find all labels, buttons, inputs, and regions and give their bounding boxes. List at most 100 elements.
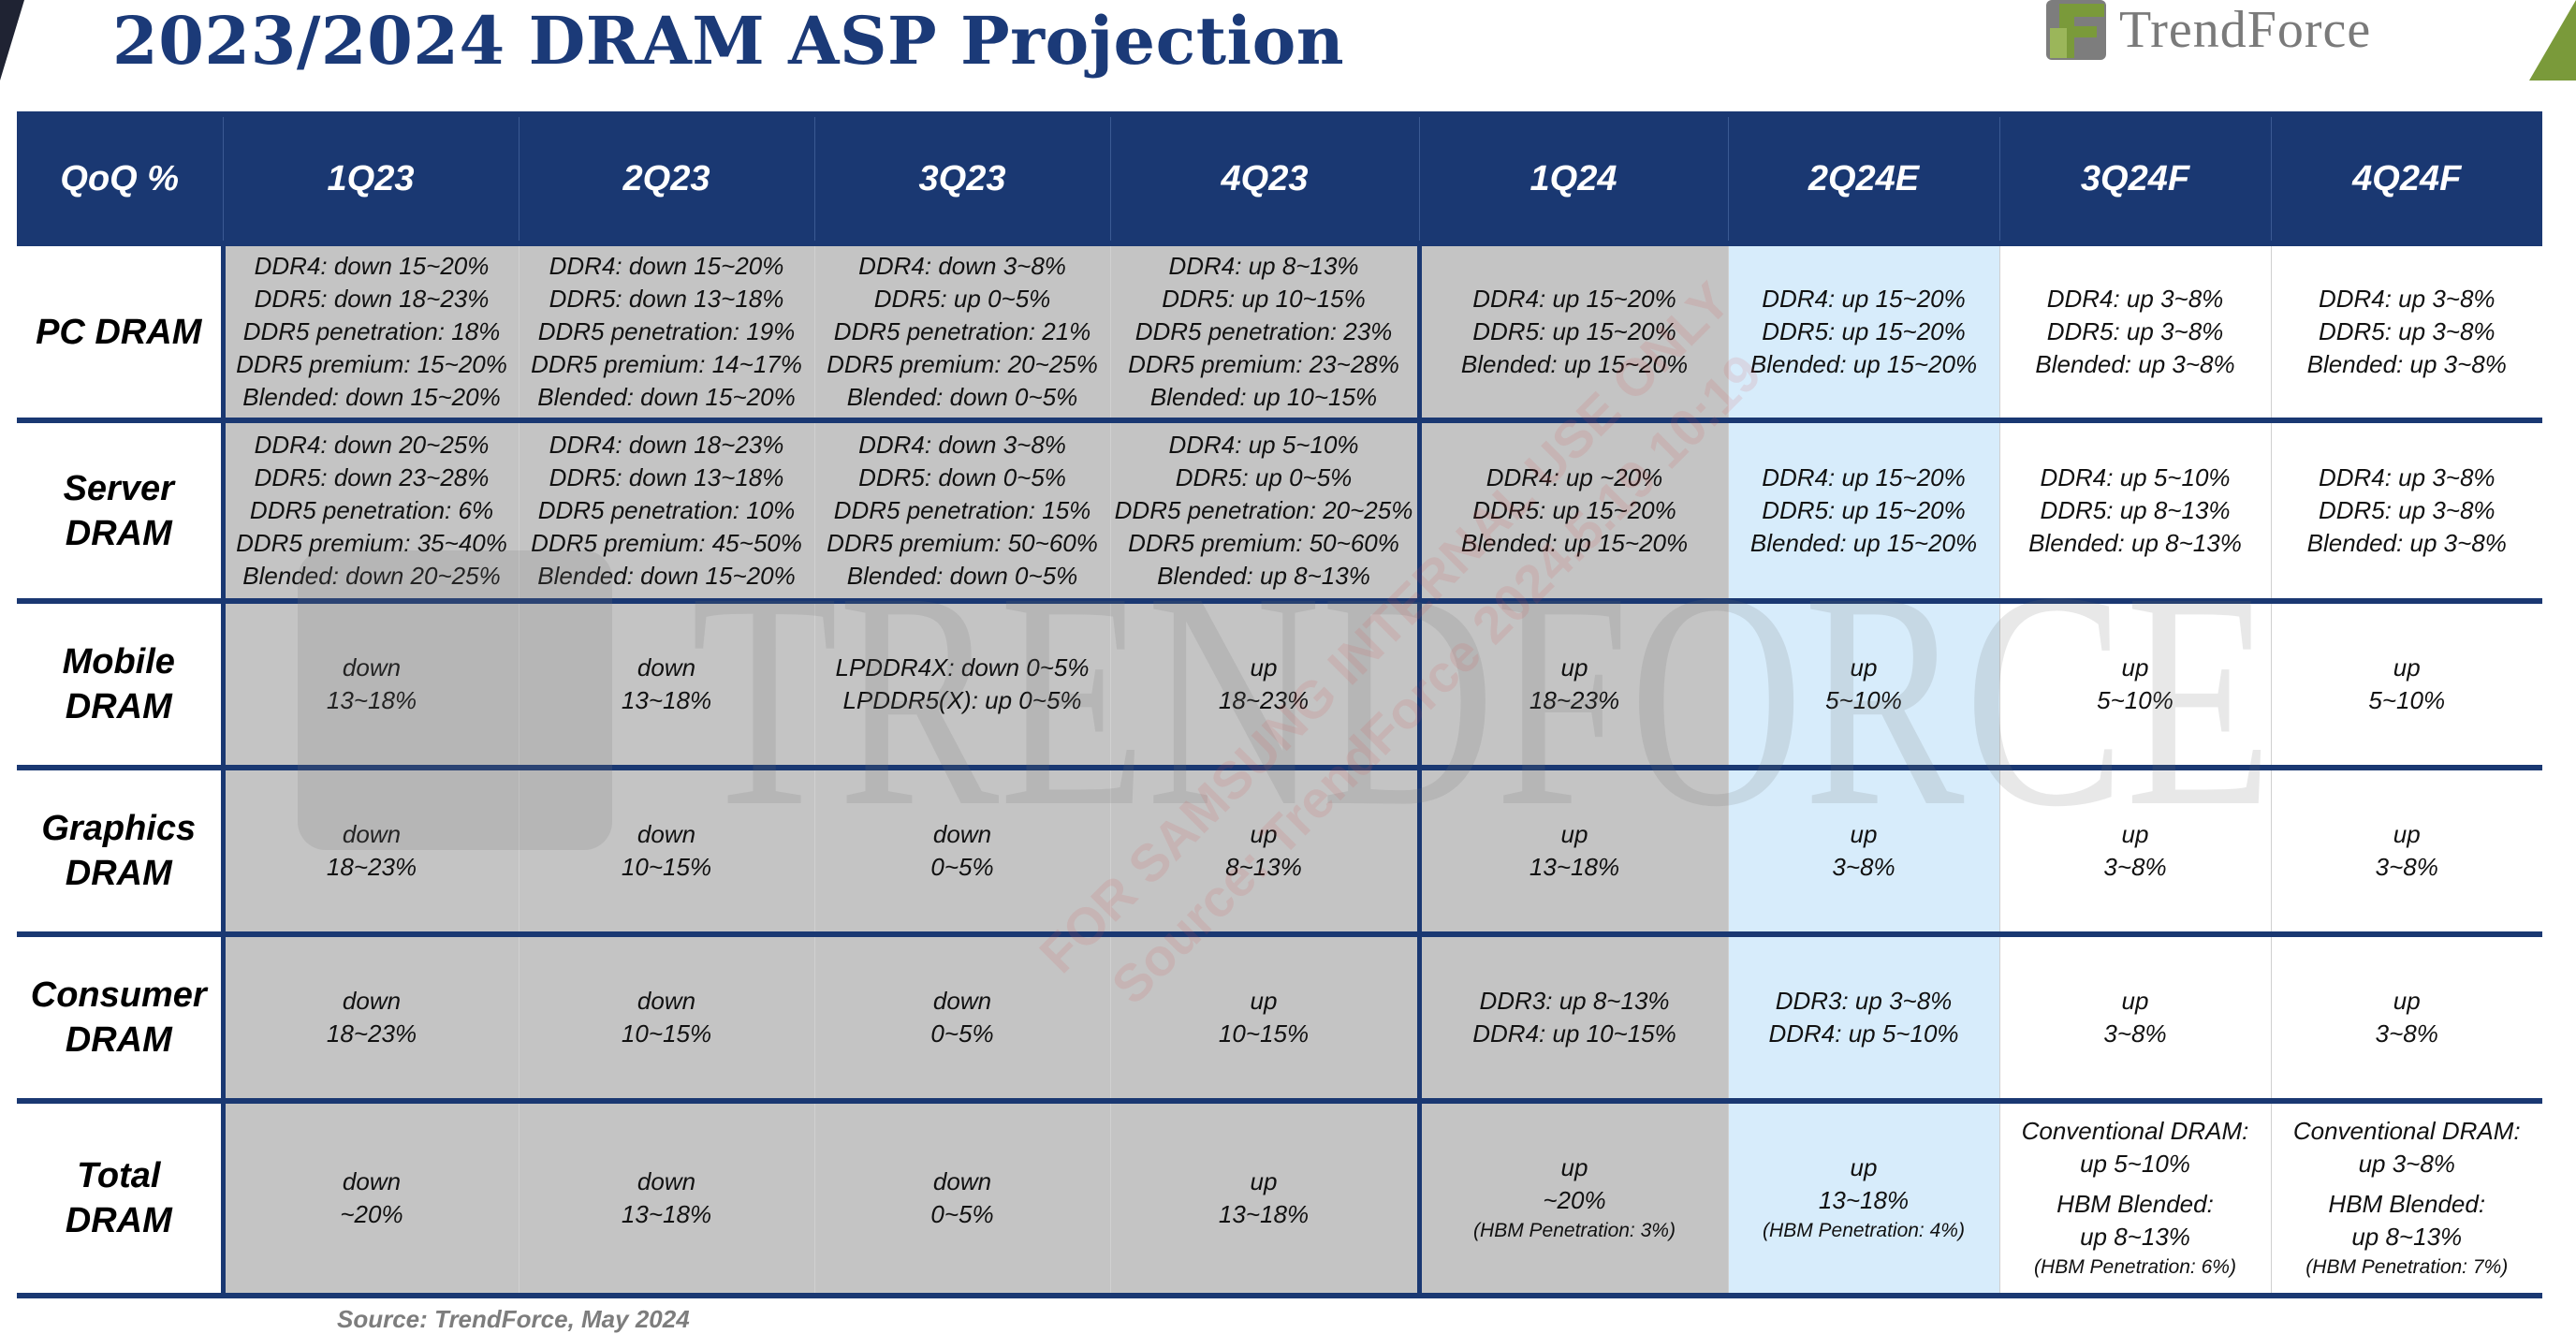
cell-line: Blended: up 15~20% [1460,350,1689,378]
table-cell: DDR4: up 3~8% DDR5: up 3~8% Blended: up 3~… [2270,243,2542,423]
cell-line: DDR4: up 5~10% [2040,463,2231,491]
column-header: 3Q23 [813,111,1110,246]
column-header-qoq: QoQ % [17,111,223,246]
table-cell: down 13~18% [222,601,519,770]
cell-line: 3~8% [2375,853,2438,881]
cell-line: down [342,820,402,848]
cell-line: DDR4: up 10~15% [1472,1019,1676,1048]
cell-line: down [637,820,696,848]
cell-line: up [2121,987,2149,1015]
column-header: 1Q23 [222,111,519,246]
cell-line: up [1850,820,1878,848]
cell-line: up [2393,653,2421,682]
column-header: 1Q24 [1418,111,1728,246]
cell-line: up 3~8% [2358,1150,2455,1178]
cell-line: DDR4: up 8~13% [1168,252,1359,280]
row-header: Mobile DRAM [17,601,226,770]
cell-line: DDR5 premium: 15~20% [236,350,507,378]
cell-line: DDR5 penetration: 23% [1134,317,1393,345]
row-header-line: Graphics [41,809,197,848]
cell-line: up [1560,820,1588,848]
cell-line: DDR4: up 15~20% [1762,463,1966,491]
row-header-line: PC DRAM [36,312,202,352]
cell-line: 10~15% [621,853,712,881]
cell-line: HBM Blended: [2328,1190,2486,1218]
cell-line: DDR4: down 3~8% [858,431,1066,459]
cell-line: DDR5: up 0~5% [1175,463,1353,491]
cell-line: Blended: up 10~15% [1149,383,1378,411]
cell-line: DDR5 premium: 35~40% [236,529,507,557]
cell-line: DDR5 penetration: 6% [249,496,494,524]
cell-line: 18~23% [326,1019,417,1048]
table-row: Total DRAM down ~20% down 13~18% down 0~5% up 13~… [17,1101,2542,1298]
cell-line: DDR5 premium: 20~25% [827,350,1098,378]
cell-line: down [342,987,402,1015]
table-cell: DDR4: up 5~10% DDR5: up 0~5% DDR5 penetrat… [1109,420,1422,604]
cell-line: 13~18% [1529,853,1620,881]
cell-line: 13~18% [1818,1186,1910,1214]
table-cell: DDR4: up 3~8% DDR5: up 3~8% Blended: up 3~… [1998,243,2271,423]
table-cell: up 5~10% [1998,601,2271,770]
table-cell: DDR4: down 20~25% DDR5: down 23~28% DDR5 p… [222,420,519,604]
column-header: 4Q24F [2270,111,2542,246]
table-cell: up 3~8% [2270,934,2542,1104]
cell-line: 0~5% [930,1200,994,1228]
cell-line: up [1560,1153,1588,1181]
table-cell: up 3~8% [1998,934,2271,1104]
cell-line: 13~18% [621,686,712,714]
table-cell: down 13~18% [518,1101,814,1298]
cell-line: 8~13% [1225,853,1302,881]
table-cell: up 8~13% [1109,768,1422,937]
column-header: 2Q24E [1727,111,1999,246]
cell-note: (HBM Penetration: 4%) [1763,1220,1965,1241]
cell-line: up [2121,820,2149,848]
dram-asp-table: QoQ % 1Q23 2Q23 3Q23 4Q23 1Q24 2Q24E 3Q2… [17,111,2542,1298]
cell-line: LPDDR4X: down 0~5% [835,653,1090,682]
cell-line: Blended: up 3~8% [2306,350,2507,378]
table-cell: down 18~23% [222,934,519,1104]
cell-note: (HBM Penetration: 7%) [2305,1256,2509,1278]
cell-note: (HBM Penetration: 6%) [2034,1256,2236,1278]
cell-line: DDR4: up 5~10% [1768,1019,1959,1048]
table-cell: DDR4: up ~20% DDR5: up 15~20% Blended: up … [1418,420,1728,604]
cell-line: up 8~13% [2080,1223,2190,1251]
page-title: 2023/2024 DRAM ASP Projection [112,2,1345,80]
cell-line: down [932,820,992,848]
table-cell: up 13~18% [1109,1101,1422,1298]
row-header-line: Total [77,1156,161,1195]
cell-line: DDR5: up 3~8% [2318,317,2496,345]
cell-line: Blended: up 8~13% [1157,562,1370,590]
cell-line: 10~15% [1218,1019,1310,1048]
row-header-line: DRAM [65,687,172,726]
cell-line: 0~5% [930,853,994,881]
cell-line: 13~18% [1218,1200,1310,1228]
table-row: Graphics DRAM down 18~23% down 10~15% down 0~5%… [17,768,2542,937]
table-cell: LPDDR4X: down 0~5% LPDDR5(X): up 0~5% [813,601,1110,770]
cell-line: Blended: down 15~20% [537,562,796,590]
row-header: Graphics DRAM [17,768,226,937]
table-cell: DDR3: up 3~8% DDR4: up 5~10% [1727,934,1999,1104]
cell-line: Blended: up 3~8% [2035,350,2235,378]
cell-line: DDR4: down 20~25% [254,431,490,459]
row-header-line: DRAM [65,854,172,893]
table-cell: up 10~15% [1109,934,1422,1104]
table-cell: up 5~10% [1727,601,1999,770]
cell-line: up 5~10% [2080,1150,2190,1178]
table-cell: up 13~18% [1418,768,1728,937]
table-cell: DDR4: up 15~20% DDR5: up 15~20% Blended: u… [1727,420,1999,604]
table-cell: Conventional DRAM: up 3~8% HBM Blended: up … [2270,1101,2542,1298]
corner-accent-left [0,0,24,81]
cell-line: DDR4: down 15~20% [549,252,784,280]
cell-line: Blended: down 20~25% [242,562,501,590]
table-cell: DDR3: up 8~13% DDR4: up 10~15% [1418,934,1728,1104]
cell-line: down [342,653,402,682]
cell-line: 5~10% [2097,686,2174,714]
cell-line: 0~5% [930,1019,994,1048]
table-cell: up 3~8% [1727,768,1999,937]
cell-line: DDR5 penetration: 19% [537,317,796,345]
column-header: 4Q23 [1109,111,1419,246]
cell-line: ~20% [340,1200,403,1228]
cell-line: 3~8% [2375,1019,2438,1048]
row-header: Server DRAM [17,420,226,604]
cell-line: Conventional DRAM: [2021,1117,2249,1145]
